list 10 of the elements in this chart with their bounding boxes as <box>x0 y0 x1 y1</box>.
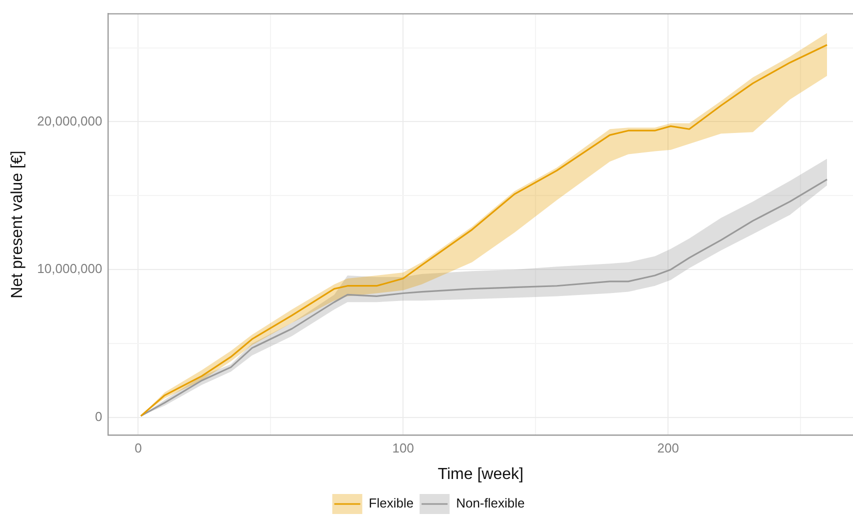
legend-label: Non-flexible <box>456 496 525 511</box>
y-axis-title: Net present value [€] <box>9 150 26 298</box>
legend-label: Flexible <box>368 496 414 511</box>
x-tick-label: 0 <box>134 440 142 456</box>
y-tick-label: 20,000,000 <box>37 113 102 128</box>
y-tick-label: 10,000,000 <box>37 261 102 276</box>
x-tick-label: 100 <box>392 440 414 456</box>
x-tick-label: 200 <box>657 440 679 456</box>
y-tick-label: 0 <box>95 409 102 424</box>
x-axis-title: Time [week] <box>438 466 524 483</box>
